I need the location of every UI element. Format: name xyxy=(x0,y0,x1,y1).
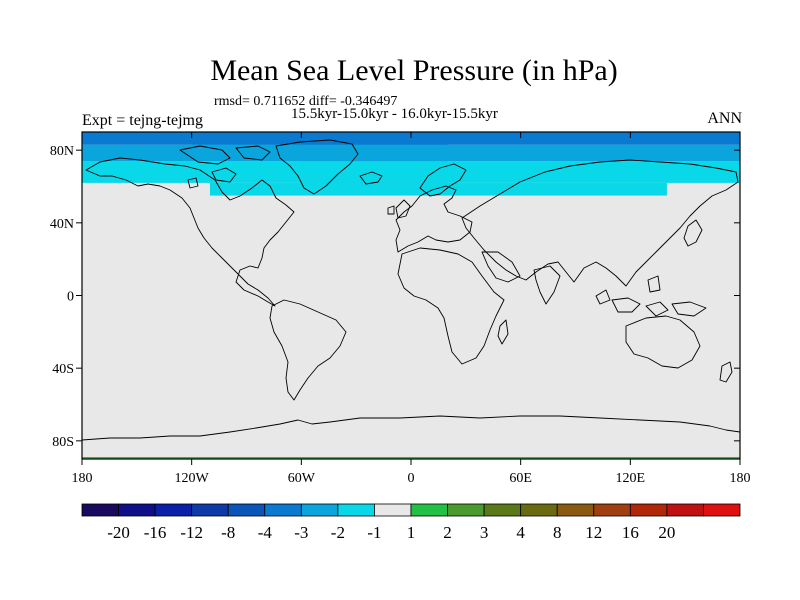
colorbar-label: 2 xyxy=(443,523,452,542)
colorbar-label: -3 xyxy=(294,523,308,542)
colorbar-box xyxy=(410,503,448,517)
colorbar-box xyxy=(154,503,193,517)
x-tick-label: 120E xyxy=(616,471,646,486)
colorbar-label: 4 xyxy=(516,523,525,542)
coast-india xyxy=(533,265,561,305)
field-band-south xyxy=(82,457,740,459)
coast-new-zealand xyxy=(719,361,733,383)
colorbar-label: 3 xyxy=(480,523,489,542)
stats-label: rmsd= 0.711652 diff= -0.346497 xyxy=(214,94,398,109)
colorbar-box xyxy=(81,503,119,517)
coast-scandinavia xyxy=(419,163,467,197)
experiment-label: Expt = tejng-tejmg xyxy=(82,112,203,129)
colorbar-box xyxy=(520,503,558,517)
colorbar-box xyxy=(374,503,412,517)
coast-sea-islands xyxy=(595,275,707,317)
colorbar-label: 16 xyxy=(622,523,639,542)
pressure-field xyxy=(82,132,740,459)
colorbar-box xyxy=(337,503,375,517)
y-tick-label: 40S xyxy=(52,362,74,377)
colorbar-label: 8 xyxy=(553,523,562,542)
colorbar-box xyxy=(118,503,156,517)
x-axis: 180 120W 60W 0 60E 120E 180 xyxy=(72,132,751,486)
field-band-3 xyxy=(82,161,740,183)
x-tick-label: 60W xyxy=(288,471,316,486)
coast-africa xyxy=(397,247,505,365)
colorbar-label: -20 xyxy=(107,523,130,542)
coast-british-isles xyxy=(387,199,411,219)
coast-arctic-islands xyxy=(179,145,271,189)
y-tick-label: 0 xyxy=(67,290,74,305)
x-tick-label: 180 xyxy=(730,471,751,486)
colorbar-label: -1 xyxy=(367,523,381,542)
colorbar-label: -16 xyxy=(144,523,167,542)
coast-greenland xyxy=(275,139,359,195)
colorbar-box xyxy=(629,503,668,517)
field-band-6 xyxy=(82,132,740,145)
field-band-1 xyxy=(209,182,667,196)
y-tick-label: 80N xyxy=(50,144,74,159)
season-label: ANN xyxy=(707,110,742,127)
colorbar-box xyxy=(666,503,704,517)
coastlines xyxy=(82,139,740,441)
field-band-5 xyxy=(82,144,740,162)
colorbar: -20 -16 -12 -8 -4 -3 -2 -1 1 2 3 4 8 12 16 20 xyxy=(81,503,741,542)
y-axis: 80N 40N 0 40S 80S xyxy=(50,144,740,450)
coast-south-america xyxy=(269,299,347,401)
coast-iceland xyxy=(359,171,383,185)
coast-north-america xyxy=(85,157,295,307)
coast-australia xyxy=(625,315,701,369)
colorbar-box xyxy=(483,503,522,517)
coast-arabia xyxy=(481,251,521,283)
coast-europe xyxy=(395,185,473,253)
coast-asia xyxy=(461,159,739,287)
colorbar-label: 20 xyxy=(658,523,675,542)
colorbar-box xyxy=(447,503,485,517)
colorbar-box xyxy=(227,503,266,517)
x-tick-label: 0 xyxy=(408,471,415,486)
colorbar-label: 12 xyxy=(585,523,602,542)
x-tick-label: 60E xyxy=(509,471,532,486)
colorbar-box xyxy=(300,503,339,517)
y-tick-label: 40N xyxy=(50,217,74,232)
colorbar-box xyxy=(556,503,595,517)
x-tick-label: 120W xyxy=(175,471,210,486)
colorbar-box xyxy=(593,503,631,517)
colorbar-label: -4 xyxy=(258,523,273,542)
colorbar-box xyxy=(191,503,229,517)
coast-antarctica xyxy=(82,415,740,441)
chart-title: Mean Sea Level Pressure (in hPa) xyxy=(210,54,618,87)
coast-japan xyxy=(683,219,703,247)
colorbar-box xyxy=(264,503,302,517)
y-tick-label: 80S xyxy=(52,435,74,450)
colorbar-label: -12 xyxy=(180,523,203,542)
coast-madagascar xyxy=(497,319,509,345)
colorbar-label: -8 xyxy=(221,523,235,542)
colorbar-label: 1 xyxy=(407,523,416,542)
period-label: 15.5kyr-15.0kyr - 16.0kyr-15.5kyr xyxy=(291,106,498,122)
x-tick-label: 180 xyxy=(72,471,93,486)
colorbar-label: -2 xyxy=(331,523,345,542)
colorbar-box xyxy=(703,503,741,517)
